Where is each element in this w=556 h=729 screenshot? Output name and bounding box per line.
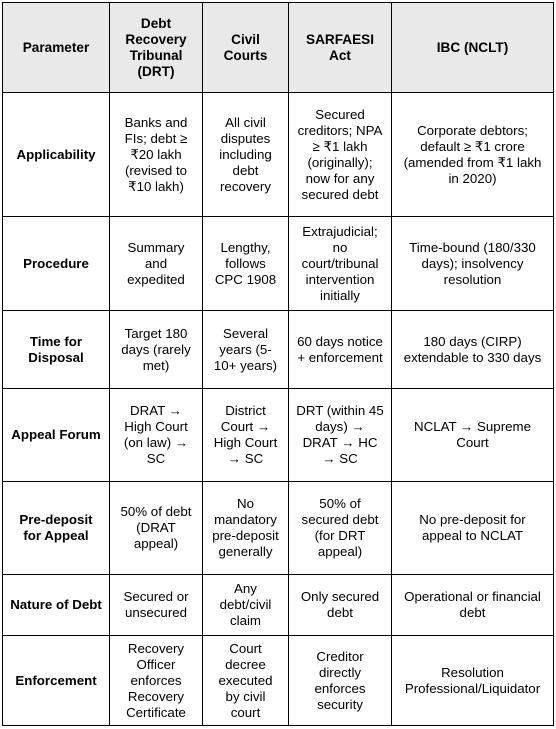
row-parameter: Procedure — [2, 216, 110, 311]
cell-ibc: 180 days (CIRP) extendable to 330 days — [391, 310, 554, 389]
cell-sarfaesi: 60 days notice + enforcement — [288, 310, 392, 389]
table-row: Pre-deposit for Appeal 50% of debt (DRAT… — [2, 481, 554, 575]
cell-civil: District Court → High Court → SC — [202, 388, 289, 482]
cell-drt: Summary and expedited — [109, 216, 203, 311]
cell-ibc: Operational or financial debt — [391, 574, 554, 636]
cell-sarfaesi: DRT (within 45 days) → DRAT → HC → SC — [288, 388, 392, 482]
cell-ibc: No pre-deposit for appeal to NCLAT — [391, 481, 554, 575]
cell-civil: All civil disputes including debt recove… — [202, 92, 289, 217]
cell-drt: DRAT → High Court (on law) → SC — [109, 388, 203, 482]
cell-civil: Lengthy, follows CPC 1908 — [202, 216, 289, 311]
header-parameter: Parameter — [2, 2, 110, 93]
row-parameter: Pre-deposit for Appeal — [2, 481, 110, 575]
table-row: Applicability Banks and FIs; debt ≥ ₹20 … — [2, 92, 554, 217]
row-parameter: Time for Disposal — [2, 310, 110, 389]
cell-ibc: Corporate debtors; default ≥ ₹1 crore (a… — [391, 92, 554, 217]
cell-sarfaesi: Only secured debt — [288, 574, 392, 636]
cell-ibc: Resolution Professional/Liquidator — [391, 635, 554, 726]
cell-drt: Target 180 days (rarely met) — [109, 310, 203, 389]
row-parameter: Appeal Forum — [2, 388, 110, 482]
cell-civil: Several years (5-10+ years) — [202, 310, 289, 389]
header-civil-courts: Civil Courts — [202, 2, 289, 93]
table-row: Procedure Summary and expedited Lengthy,… — [2, 216, 554, 311]
header-sarfaesi: SARFAESI Act — [288, 2, 392, 93]
row-parameter: Nature of Debt — [2, 574, 110, 636]
cell-civil: No mandatory pre-deposit generally — [202, 481, 289, 575]
cell-drt: Banks and FIs; debt ≥ ₹20 lakh (revised … — [109, 92, 203, 217]
table-row: Nature of Debt Secured or unsecured Any … — [2, 574, 554, 636]
cell-sarfaesi: 50% of secured debt (for DRT appeal) — [288, 481, 392, 575]
table-row: Enforcement Recovery Officer enforces Re… — [2, 635, 554, 726]
header-drt: Debt Recovery Tribunal (DRT) — [109, 2, 203, 93]
cell-ibc: Time-bound (180/330 days); insolvency re… — [391, 216, 554, 311]
cell-sarfaesi: Creditor directly enforces security — [288, 635, 392, 726]
cell-sarfaesi: Extrajudicial; no court/tribunal interve… — [288, 216, 392, 311]
cell-drt: Recovery Officer enforces Recovery Certi… — [109, 635, 203, 726]
cell-civil: Court decree executed by civil court — [202, 635, 289, 726]
table-body: Applicability Banks and FIs; debt ≥ ₹20 … — [2, 92, 554, 726]
table-header: Parameter Debt Recovery Tribunal (DRT) C… — [2, 2, 554, 93]
cell-ibc: NCLAT → Supreme Court — [391, 388, 554, 482]
row-parameter: Applicability — [2, 92, 110, 217]
header-ibc: IBC (NCLT) — [391, 2, 554, 93]
cell-civil: Any debt/civil claim — [202, 574, 289, 636]
cell-drt: Secured or unsecured — [109, 574, 203, 636]
header-row: Parameter Debt Recovery Tribunal (DRT) C… — [2, 2, 554, 93]
cell-drt: 50% of debt (DRAT appeal) — [109, 481, 203, 575]
cell-sarfaesi: Secured creditors; NPA ≥ ₹1 lakh (origin… — [288, 92, 392, 217]
row-parameter: Enforcement — [2, 635, 110, 726]
table-row: Time for Disposal Target 180 days (rarel… — [2, 310, 554, 389]
table-row: Appeal Forum DRAT → High Court (on law) … — [2, 388, 554, 482]
